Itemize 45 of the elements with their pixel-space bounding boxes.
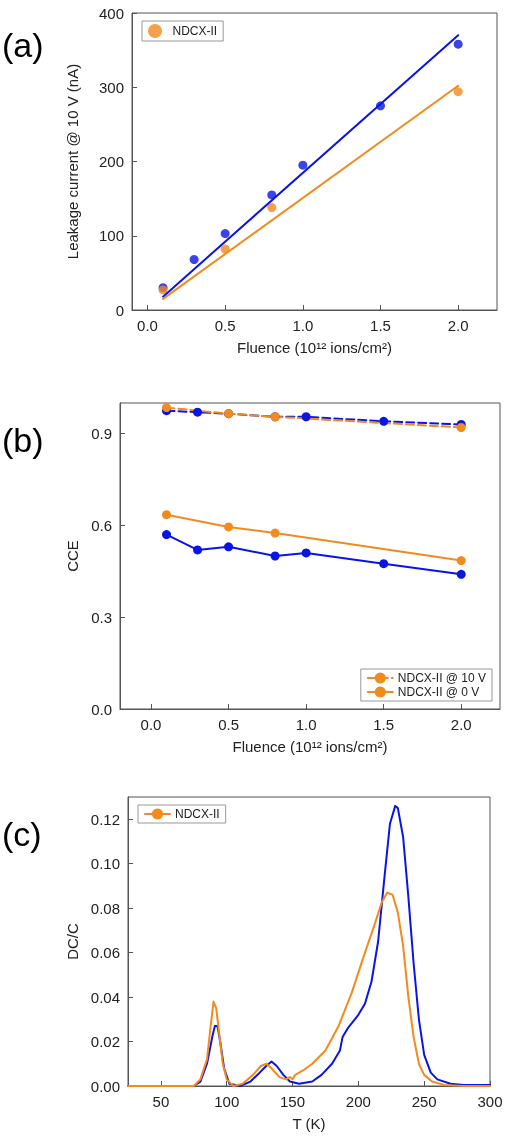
x-tick-label: 100 [214,1093,240,1110]
y-tick-label: 0.08 [90,899,120,917]
x-tick-label: 1.5 [373,716,395,733]
legend-label: NDCX-II @ 10 V [397,671,486,685]
x-tick-label: 200 [345,1093,371,1110]
y-tick-label: 0.06 [90,944,120,962]
y-axis-title: CCE [64,540,81,572]
x-tick-label: 1.0 [292,317,314,334]
y-tick-label: 0.0 [91,700,112,718]
y-tick-label: 0.00 [90,1077,120,1095]
text: (c) [2,815,42,853]
x-tick-label: 0.0 [137,317,158,334]
x-tick-label: 0.0 [140,716,162,733]
x-axis-title: T (K) [292,1115,326,1132]
y-tick-label: 100 [98,227,124,245]
y-tick-label: 0.9 [91,425,112,443]
x-tick-label: 250 [411,1093,437,1110]
x-tick-label: 2.0 [447,317,469,334]
x-axis-title: Fluence (10¹² ions/cm²) [236,339,393,356]
x-tick-label: 0.5 [218,716,239,733]
x-tick-label: 1.5 [370,317,391,334]
y-axis-title: DC/C [63,923,81,960]
y-tick-label: 200 [98,153,124,170]
x-tick-label: 0.5 [214,317,236,334]
y-tick-label: 0.6 [91,516,112,534]
x-axis-title: Fluence (10¹² ions/cm²) [232,738,388,755]
y-tick-label: 400 [98,4,124,22]
y-tick-label: 0.12 [90,810,120,828]
y-tick-label: 0.3 [91,608,112,626]
x-tick-label: 1.0 [295,716,317,733]
legend-label: NDCX-II [175,807,220,821]
legend-label: NDCX-II [172,24,218,38]
legend-label: NDCX-II @ 0 V [397,685,480,699]
y-tick-label: 0.04 [90,988,120,1006]
x-tick-label: 150 [280,1093,306,1110]
y-tick-label: 300 [98,78,124,96]
x-tick-label: 300 [477,1093,503,1110]
x-tick-label: 50 [152,1093,170,1110]
text: (b) [2,421,44,459]
y-tick-label: 0.02 [90,1033,120,1051]
x-tick-label: 2.0 [450,716,472,733]
y-tick-label: 0 [115,301,124,319]
y-axis-title: Leakage current @ 10 V (nA) [64,63,81,260]
y-tick-label: 0.10 [90,855,120,873]
text: (a) [2,26,44,64]
